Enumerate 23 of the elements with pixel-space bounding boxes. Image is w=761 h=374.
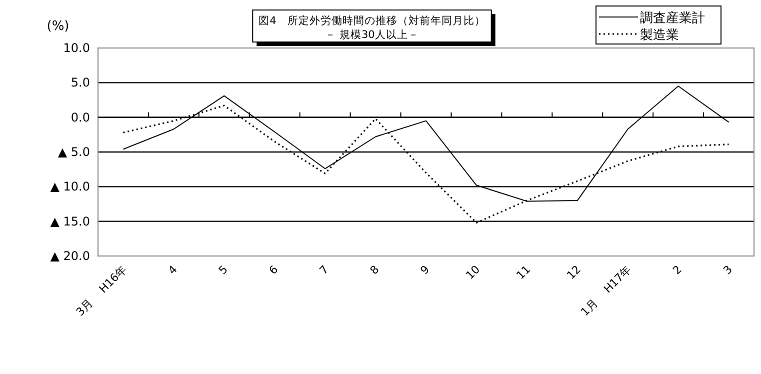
y-tick-label: 0.0 — [70, 110, 90, 124]
x-tick-label: 5 — [216, 262, 230, 278]
y-tick-label: ▲ 5.0 — [58, 145, 90, 159]
x-tick-label: 11 — [514, 262, 534, 282]
legend-label: 製造業 — [640, 28, 679, 43]
y-tick-label: ▲ 15.0 — [50, 214, 90, 228]
x-tick-label: 9 — [418, 262, 432, 278]
chart-title: 図4 所定外労働時間の推移（対前年同月比） — [258, 14, 486, 27]
legend-label: 調査産業計 — [640, 10, 705, 26]
y-tick-label: ▲ 10.0 — [50, 180, 90, 194]
x-tick-label: 7 — [317, 262, 332, 278]
x-tick-label: 12 — [564, 262, 584, 282]
x-tick-label: 6 — [266, 262, 281, 278]
x-tick-label: 2 — [670, 262, 684, 278]
x-tick-label: 8 — [368, 262, 382, 278]
x-tick-label: 10 — [463, 262, 483, 282]
y-axis-title: (%) — [46, 19, 70, 34]
x-tick-label: 3 — [720, 262, 735, 278]
chart-subtitle: － 規模30人以上－ — [325, 28, 419, 41]
y-tick-label: ▲ 20.0 — [50, 249, 90, 263]
y-tick-label: 10.0 — [63, 41, 90, 55]
y-tick-label: 5.0 — [70, 76, 90, 90]
x-tick-label: 4 — [166, 262, 180, 278]
